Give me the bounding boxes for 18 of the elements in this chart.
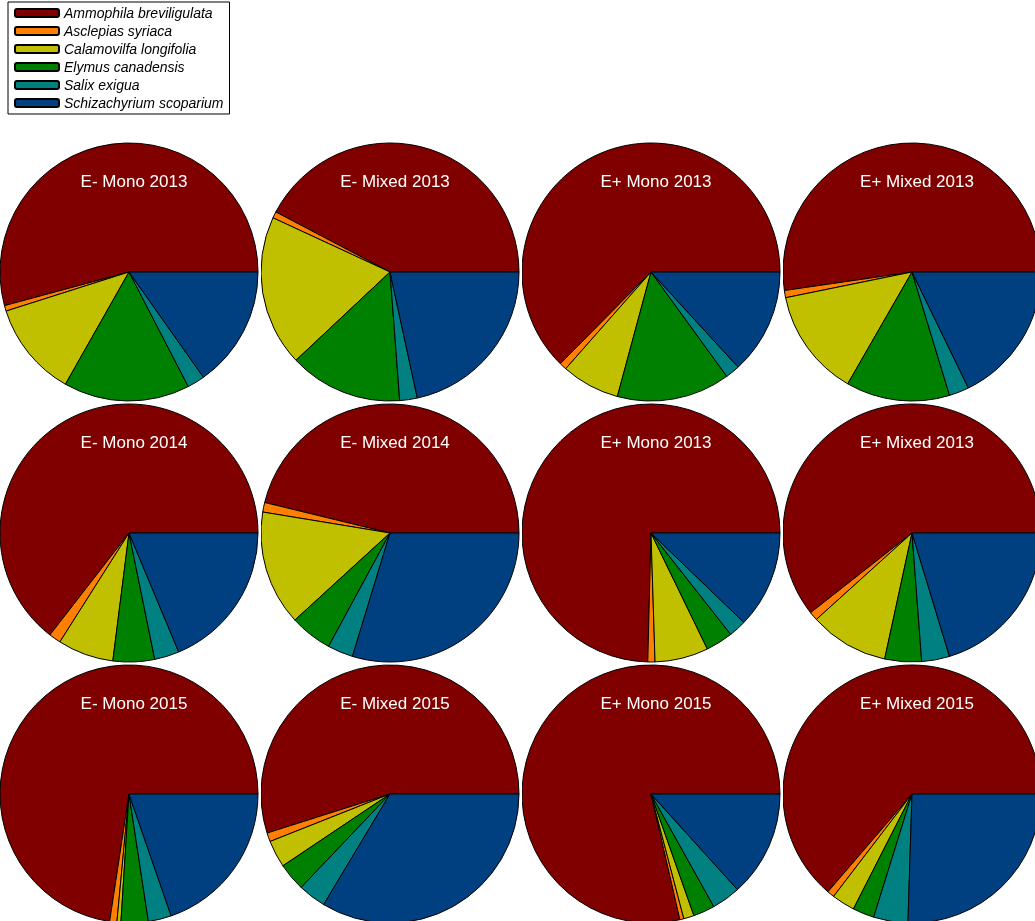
legend-label: Calamovilfa longifolia — [64, 41, 197, 57]
text: E- Mixed 2013 — [340, 172, 450, 191]
text: E+ Mixed 2013 — [860, 172, 974, 191]
text: E+ Mixed 2015 — [860, 694, 974, 713]
text: E- Mono 2015 — [80, 694, 188, 713]
legend-label: Asclepias syriaca — [63, 23, 173, 39]
text: E- Mixed 2015 — [340, 694, 450, 713]
legend-label: Elymus canadensis — [64, 59, 185, 75]
text: E+ Mono 2013 — [600, 433, 712, 452]
legend-label: Schizachyrium scoparium — [64, 95, 224, 111]
text: E+ Mixed 2013 — [860, 433, 974, 452]
legend-label: Salix exigua — [64, 77, 140, 93]
text: E- Mixed 2014 — [340, 433, 450, 452]
text: E+ Mono 2013 — [600, 172, 712, 191]
legend-label: Ammophila breviligulata — [63, 5, 213, 21]
text: E- Mono 2014 — [80, 433, 188, 452]
text: E+ Mono 2015 — [600, 694, 712, 713]
text: E- Mono 2013 — [80, 172, 188, 191]
